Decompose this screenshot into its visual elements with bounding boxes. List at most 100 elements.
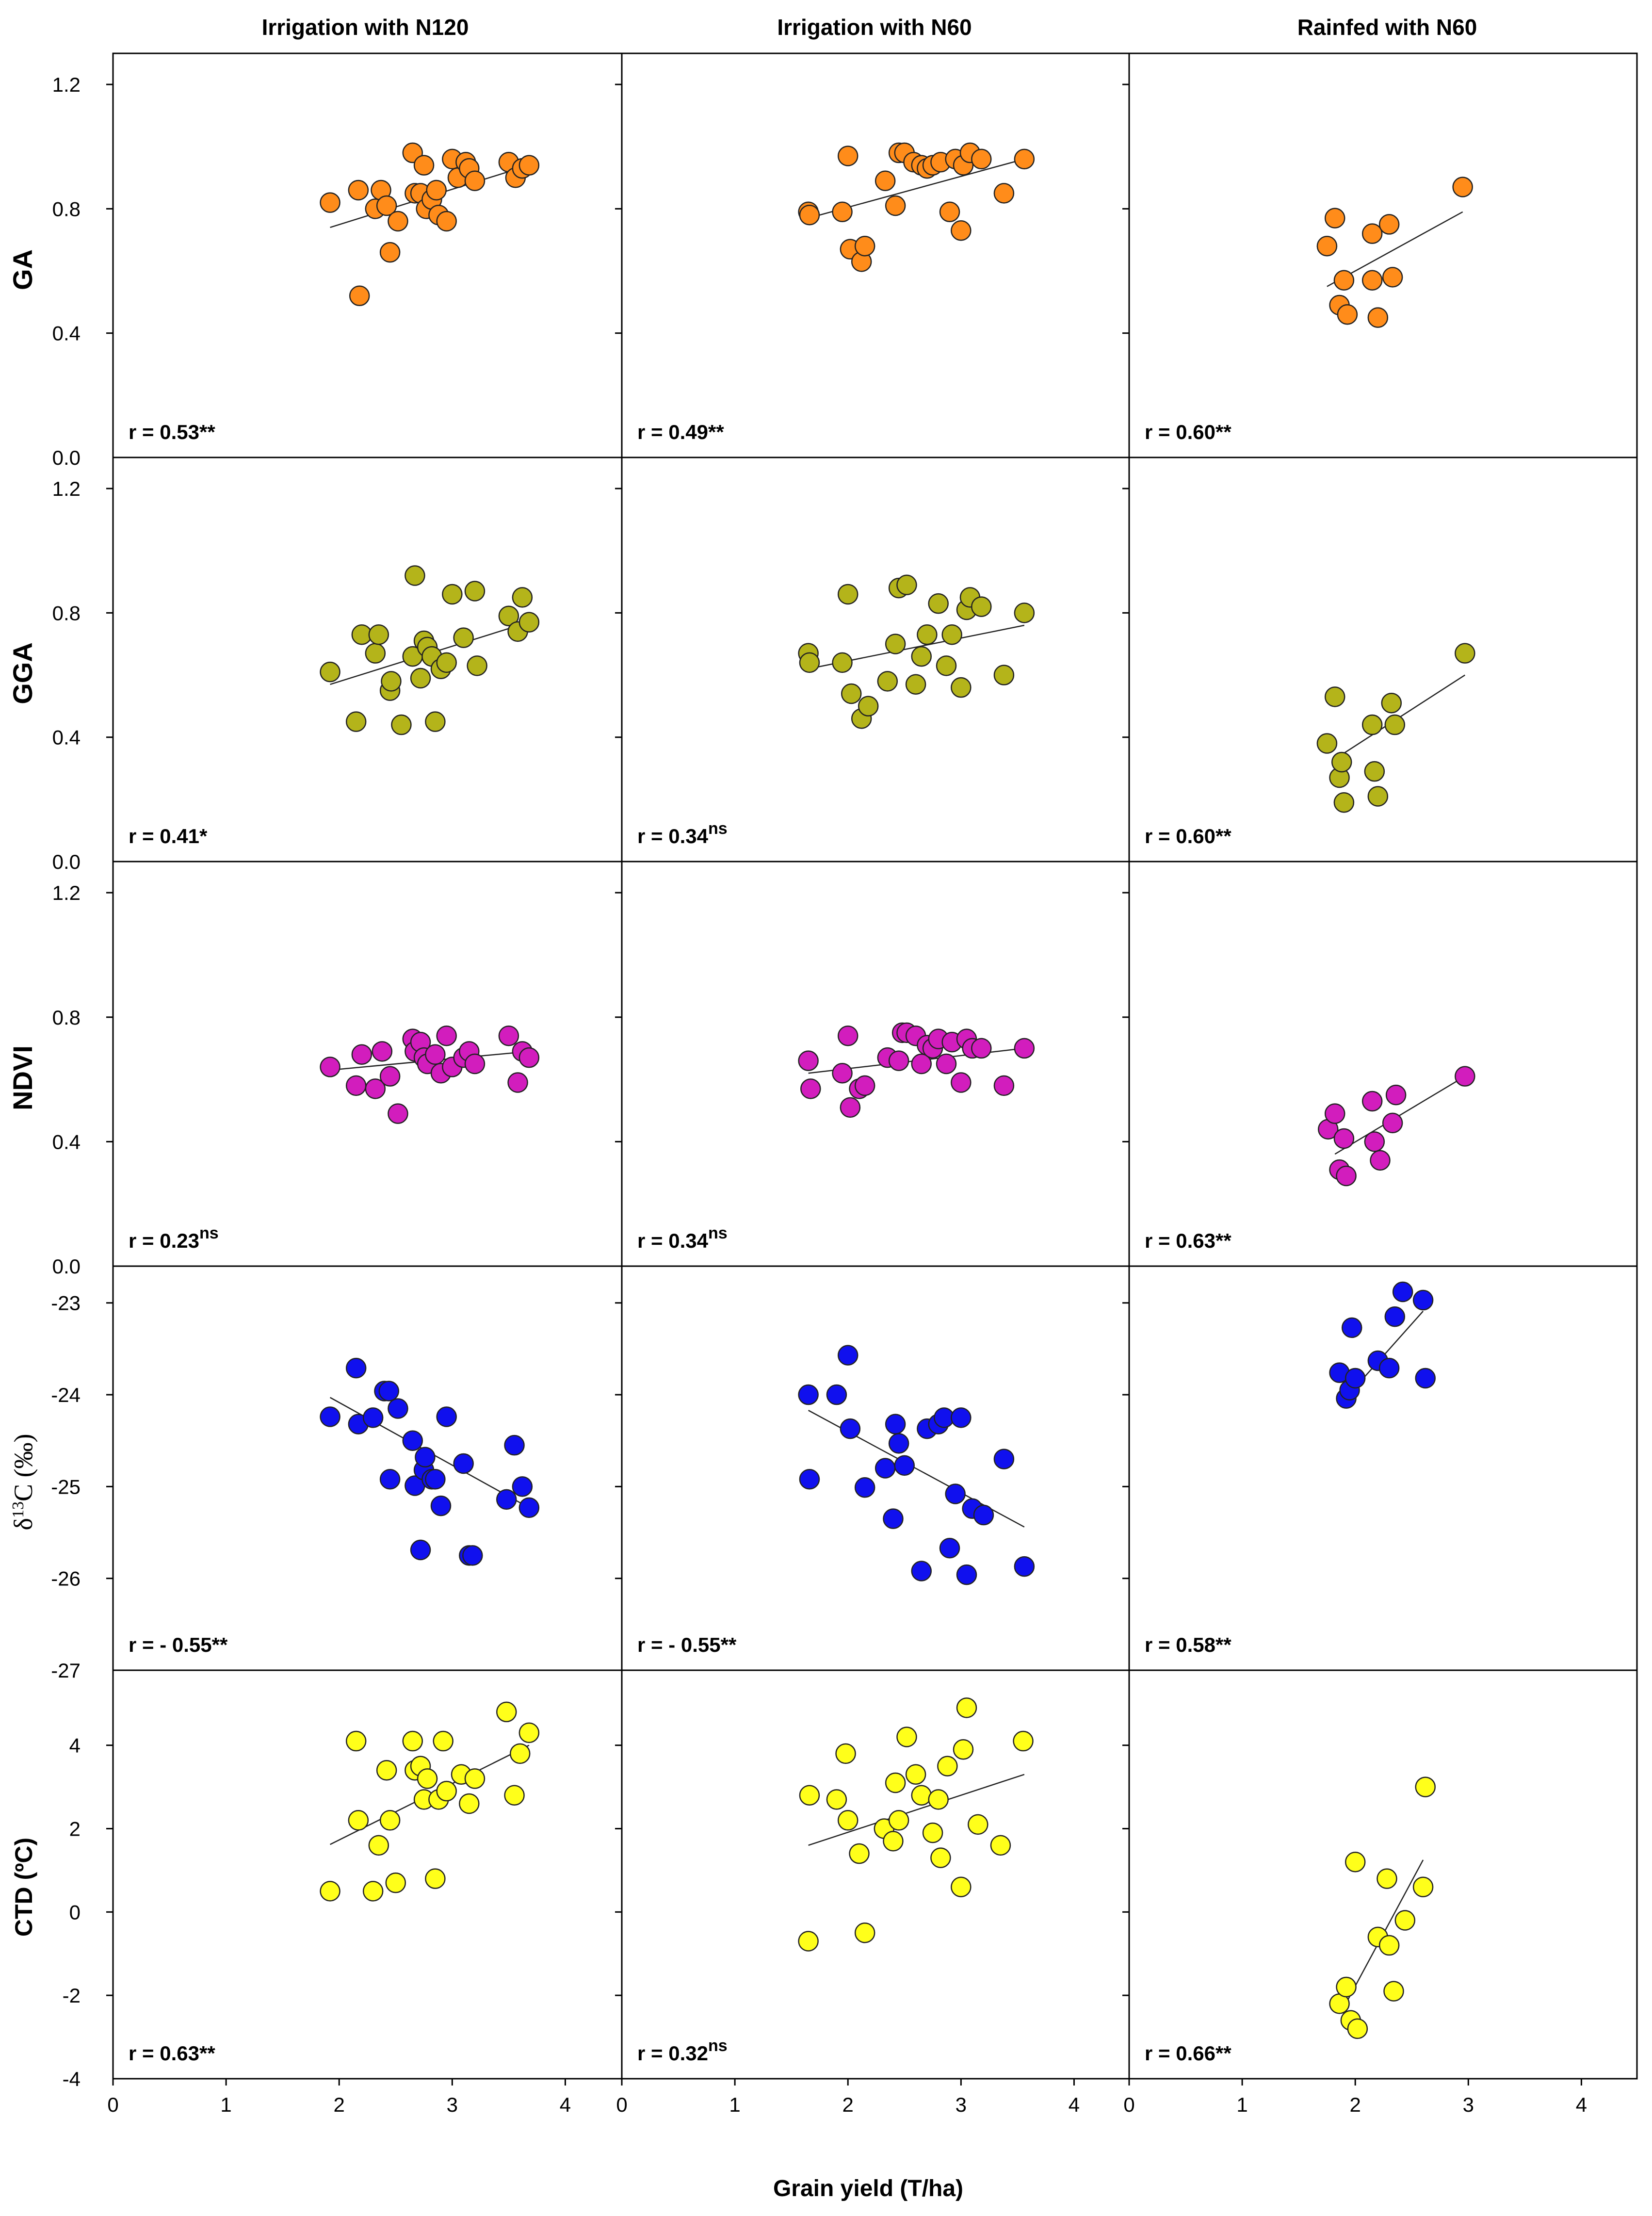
data-point (518, 1497, 540, 1518)
data-point (1385, 1084, 1407, 1106)
correlation-value: r = - 0.55 (129, 1633, 212, 1656)
correlation-value: r = 0.60 (1145, 421, 1215, 443)
data-point (854, 1075, 875, 1096)
data-point (1014, 1556, 1035, 1577)
data-point (832, 201, 853, 223)
panel-d13c-irrigation-n60: r = - 0.55** (615, 1265, 1130, 1671)
correlation-value: r = 0.41 (129, 825, 199, 847)
data-point (376, 195, 397, 216)
correlation-annotation: r = - 0.55** (129, 1633, 228, 1656)
data-point (1333, 792, 1355, 813)
data-point (837, 146, 858, 166)
data-point (442, 584, 463, 605)
data-point (453, 627, 474, 648)
y-tick-label: -27 (51, 1659, 81, 1682)
data-point (993, 1449, 1015, 1469)
panel-frame (621, 456, 1130, 863)
correlation-annotation: r = 0.60** (1145, 421, 1231, 443)
data-point (1384, 1306, 1406, 1327)
correlation-value: r = 0.34 (637, 825, 709, 847)
data-point (973, 1504, 994, 1526)
data-point (945, 1483, 966, 1504)
column-title-rainfed-n60: Rainfed with N60 (1297, 15, 1477, 40)
significance-marker: ** (1215, 1633, 1231, 1656)
data-point (1367, 786, 1389, 807)
panel-frame (112, 1265, 623, 1671)
data-point (826, 1789, 847, 1810)
data-point (894, 1455, 915, 1476)
data-point (1382, 267, 1403, 288)
data-point (464, 170, 486, 191)
data-point (971, 596, 992, 617)
panel-ctd-irrigation-n60: r = 0.32ns (615, 1669, 1130, 2080)
column-title-irrigation-n60: Irrigation with N60 (777, 15, 972, 40)
data-point (349, 285, 370, 307)
data-point (368, 624, 389, 645)
row-label-ga: GA (7, 249, 38, 290)
data-point (376, 1760, 397, 1781)
data-point (496, 1701, 517, 1723)
data-point (951, 220, 972, 241)
y-tick-label: 0.4 (52, 726, 81, 749)
row-label-d13c-sup: 13 (9, 1501, 27, 1518)
x-tick-label: 1 (220, 2093, 231, 2116)
data-point (453, 1453, 474, 1474)
data-point (413, 155, 435, 176)
row-label-ctd: CTD (ºC) (10, 1838, 37, 1937)
data-point (885, 195, 906, 216)
data-point (512, 587, 533, 608)
data-point (436, 1780, 457, 1802)
data-point (799, 1468, 820, 1490)
data-point (402, 1430, 423, 1451)
y-tick-label: 1.2 (52, 477, 81, 500)
data-point (888, 1050, 909, 1071)
data-point (1361, 270, 1383, 291)
panel-frame (1128, 1265, 1638, 1671)
data-point (936, 655, 957, 676)
data-point (496, 1489, 517, 1510)
data-point (1412, 1289, 1434, 1311)
data-point (498, 605, 519, 627)
x-tick-label: 3 (447, 2093, 458, 2116)
significance-marker: ns (708, 2037, 728, 2055)
y-tick-label: 0.0 (52, 850, 81, 873)
data-point (462, 1545, 483, 1566)
x-tick-label: 1 (1236, 2093, 1247, 2116)
data-point (365, 643, 386, 664)
data-point (968, 1814, 988, 1835)
data-point (1336, 1165, 1357, 1187)
data-point (1378, 214, 1400, 235)
x-tick-label: 2 (1350, 2093, 1361, 2116)
x-tick-label: 4 (560, 2093, 571, 2116)
data-point (345, 1075, 367, 1096)
y-tick-label: -2 (63, 1984, 81, 2007)
data-point (951, 677, 972, 698)
data-point (518, 612, 540, 633)
correlation-annotation: r = 0.32ns (637, 2037, 728, 2065)
data-point (348, 1810, 369, 1831)
x-axis-title: Grain yield (T/ha) (773, 2176, 963, 2201)
significance-marker: ** (199, 421, 215, 443)
data-point (1412, 1876, 1434, 1898)
data-point (1384, 714, 1406, 735)
data-point (1337, 304, 1358, 325)
panel-frame (112, 1669, 623, 2080)
data-point (956, 1564, 977, 1585)
x-tick-label: 0 (107, 2093, 118, 2116)
correlation-annotation: r = 0.49** (637, 421, 724, 443)
significance-marker: * (199, 825, 208, 847)
data-point (835, 1743, 856, 1764)
data-point (837, 1345, 858, 1366)
panel-frame (621, 861, 1130, 1267)
data-point (385, 1872, 406, 1893)
data-point (858, 696, 879, 717)
data-point (388, 211, 408, 232)
data-point (885, 1772, 906, 1793)
row-label-gga: GGA (7, 642, 38, 704)
data-point (1378, 1935, 1400, 1956)
column-title-irrigation-n120: Irrigation with N120 (262, 15, 469, 40)
data-point (518, 1047, 540, 1068)
data-point (410, 668, 431, 689)
panel-ctd-rainfed-n60: r = 0.66** (1122, 1669, 1638, 2080)
data-point (509, 1743, 531, 1764)
